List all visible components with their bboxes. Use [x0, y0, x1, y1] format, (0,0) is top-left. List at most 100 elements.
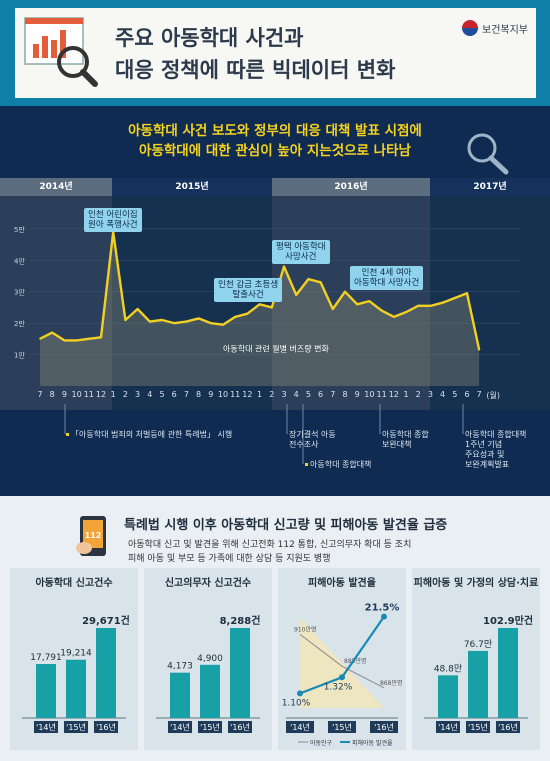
buzz-point	[417, 305, 420, 307]
rate-point	[297, 690, 303, 697]
month-label: 8	[342, 390, 348, 399]
month-label: 3	[135, 390, 141, 399]
bar-value-label: 76.7만	[464, 639, 492, 650]
buzz-point	[307, 278, 310, 280]
buzz-point	[380, 309, 383, 312]
category-tag	[328, 721, 356, 733]
year-2017: 2017년	[430, 178, 550, 196]
buzz-point	[246, 312, 249, 315]
bar	[36, 664, 56, 718]
annotation-text: 인천 어린이집 원아 폭행사건	[88, 210, 138, 230]
buzz-point	[185, 320, 188, 323]
buzz-point	[149, 320, 151, 323]
month-label: 4	[293, 390, 299, 399]
month-label: 2	[122, 390, 128, 399]
month-label: 7	[37, 390, 43, 399]
y-tick-label: 4만	[14, 256, 25, 265]
month-label: 3	[427, 390, 433, 399]
buzz-point	[51, 331, 53, 334]
reports-bar-chart: 17,791 '14년 19,214 '15년 29,671건 '16년	[22, 614, 130, 733]
buzz-point	[75, 339, 78, 342]
taegeuk-icon	[462, 20, 478, 36]
year-stripe-3	[430, 196, 550, 410]
event-text: 아동학대 종합 보완대책	[382, 430, 429, 449]
month-label: 9	[354, 390, 360, 399]
panel-title: 피해아동 발견율	[308, 578, 376, 589]
buzz-point	[466, 292, 468, 295]
month-label: 7	[330, 390, 336, 399]
y-tick-label: 1만	[14, 351, 25, 360]
month-label: 11	[83, 390, 94, 399]
y-tick-label: 3만	[14, 288, 25, 297]
buzz-point	[356, 303, 359, 306]
bar	[438, 675, 458, 718]
legend-rate-label: 피해아동 발견율	[352, 739, 393, 747]
month-label: 11	[376, 390, 387, 399]
bar-value-label: 29,671건	[82, 614, 130, 627]
month-label: 12	[388, 390, 399, 399]
bar	[498, 628, 518, 718]
buzz-point	[441, 301, 444, 304]
category-label: '14년	[438, 722, 458, 732]
event-special-act: 「아동학대 범죄의 처벌등에 관한 특례법」 시행	[66, 430, 232, 440]
header-banner: 주요 아동학대 사건과 대응 정책에 따른 빅데이터 변화 보건복지부	[0, 0, 550, 106]
bar-value-label: 17,791	[30, 653, 62, 663]
category-tag	[34, 721, 58, 733]
month-label: 12	[95, 390, 107, 399]
month-label: 7	[183, 390, 189, 399]
series-label: 아동학대 관련 월별 버즈량 변화	[223, 343, 329, 353]
month-label: 7	[476, 390, 482, 399]
buzz-point	[478, 349, 481, 351]
buzz-point	[234, 316, 236, 318]
month-label: 4	[147, 390, 153, 399]
buzz-point	[63, 339, 66, 342]
month-label: 4	[440, 390, 446, 399]
headline-line1: 아동학대 사건 보도와 정부의 대응 대책 발표 시점에	[128, 123, 422, 139]
category-label: '14년	[36, 722, 56, 732]
month-label: 1	[257, 390, 263, 399]
month-label: 8	[196, 390, 202, 399]
annotation-incheon-confinement: 인천 감금 초등생 탈출사건	[214, 278, 283, 302]
population-label: 868만명	[380, 679, 403, 687]
category-label: '16년	[96, 722, 116, 732]
bar-value-label: 4,900	[197, 654, 223, 664]
annotation-incheon-daycare: 인천 어린이집 원아 폭행사건	[84, 208, 142, 232]
bar	[200, 664, 220, 718]
month-label: 6	[464, 390, 470, 399]
buzz-point	[173, 322, 175, 324]
population-label: 885만명	[344, 657, 367, 665]
buzz-point	[332, 308, 334, 310]
detection-line-chart: 910만명 885만명 868만명 1.10% 1.32% 21.5% '14년 '15년 '1…	[282, 603, 403, 747]
month-label: 5	[452, 390, 458, 399]
event-absence-survey: 장기결석 아동 전수조사	[289, 430, 336, 450]
month-label: 10	[71, 390, 82, 399]
mandatory-bar-chart: 4,173 '14년 4,900 '15년 8,288건 '16년	[156, 614, 260, 733]
month-label: (월)	[486, 391, 500, 400]
month-label: 9	[61, 390, 67, 399]
month-label: 10	[217, 390, 229, 399]
month-label: 12	[242, 390, 253, 399]
month-label: 1	[403, 390, 409, 399]
population-label: 910만명	[294, 625, 317, 633]
buzz-point	[197, 317, 200, 320]
category-tag	[496, 721, 520, 733]
annotation-pyeongtaek: 평택 아동학대 사망사건	[272, 240, 330, 264]
month-label: 2	[269, 390, 275, 399]
buzz-point	[222, 323, 224, 326]
year-stripe-2	[272, 196, 430, 410]
category-label: '15년	[332, 722, 352, 732]
event-connectors	[64, 404, 464, 464]
header-box: 주요 아동학대 사건과 대응 정책에 따른 빅데이터 변화 보건복지부	[15, 8, 536, 98]
panel-mandatory-reports: 신고의무자 신고건수 4,173 '14년 4,900 '15년 8,288건 '16년	[144, 568, 272, 750]
event-text: 아동학대 종합대책 1주년 기념 주요성과 및 보완계획발표	[465, 430, 527, 469]
category-label: '15년	[66, 722, 86, 732]
year-2015: 2015년	[112, 178, 272, 196]
category-tag	[286, 721, 314, 733]
buzz-point	[393, 316, 395, 318]
month-label: 5	[305, 390, 311, 399]
page-title-line1: 주요 아동학대 사건과	[115, 26, 304, 50]
panel-title: 신고의무자 신고건수	[164, 578, 252, 589]
stats-sub1: 아동학대 신고 및 발견을 위해 신고전화 112 통합, 신고의무자 확대 등…	[128, 540, 412, 550]
event-text: 장기결석 아동 전수조사	[289, 430, 336, 449]
bar-value-label: 19,214	[60, 649, 92, 659]
